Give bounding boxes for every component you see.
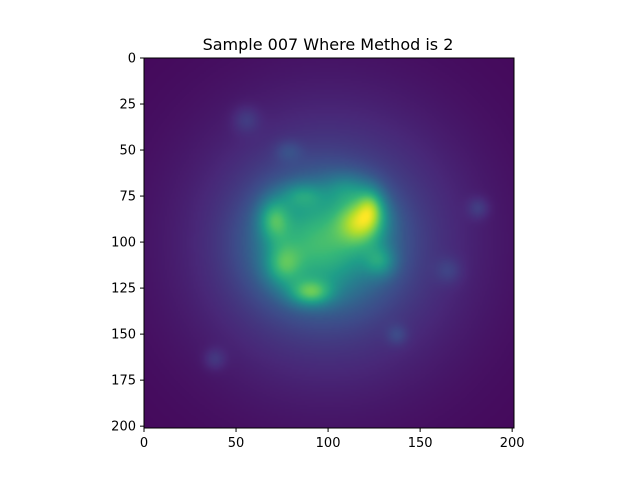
plot-area: [143, 57, 515, 429]
y-tick-label-2: 50: [119, 144, 136, 159]
x-tick-label-2: 100: [316, 436, 341, 451]
y-tick-label-5: 125: [111, 282, 136, 297]
x-axis: 0 50 100 150 200: [140, 428, 525, 451]
plot-frame: [143, 57, 515, 429]
x-tick-label-1: 50: [228, 436, 245, 451]
y-tick-label-3: 75: [119, 190, 136, 205]
y-tick-label-0: 0: [128, 52, 136, 67]
x-tick-label-3: 150: [408, 436, 433, 451]
y-tick-label-1: 25: [119, 98, 136, 113]
y-axis: 0 25 50 75 100 125 150 175 200: [111, 52, 144, 435]
y-tick-label-7: 175: [111, 374, 136, 389]
x-tick-label-4: 200: [500, 436, 525, 451]
y-tick-label-6: 150: [111, 328, 136, 343]
heatmap-image: [144, 58, 514, 428]
y-tick-label-8: 200: [111, 420, 136, 435]
y-tick-label-4: 100: [111, 236, 136, 251]
chart-title: Sample 007 Where Method is 2: [203, 35, 454, 54]
x-tick-label-0: 0: [140, 436, 148, 451]
